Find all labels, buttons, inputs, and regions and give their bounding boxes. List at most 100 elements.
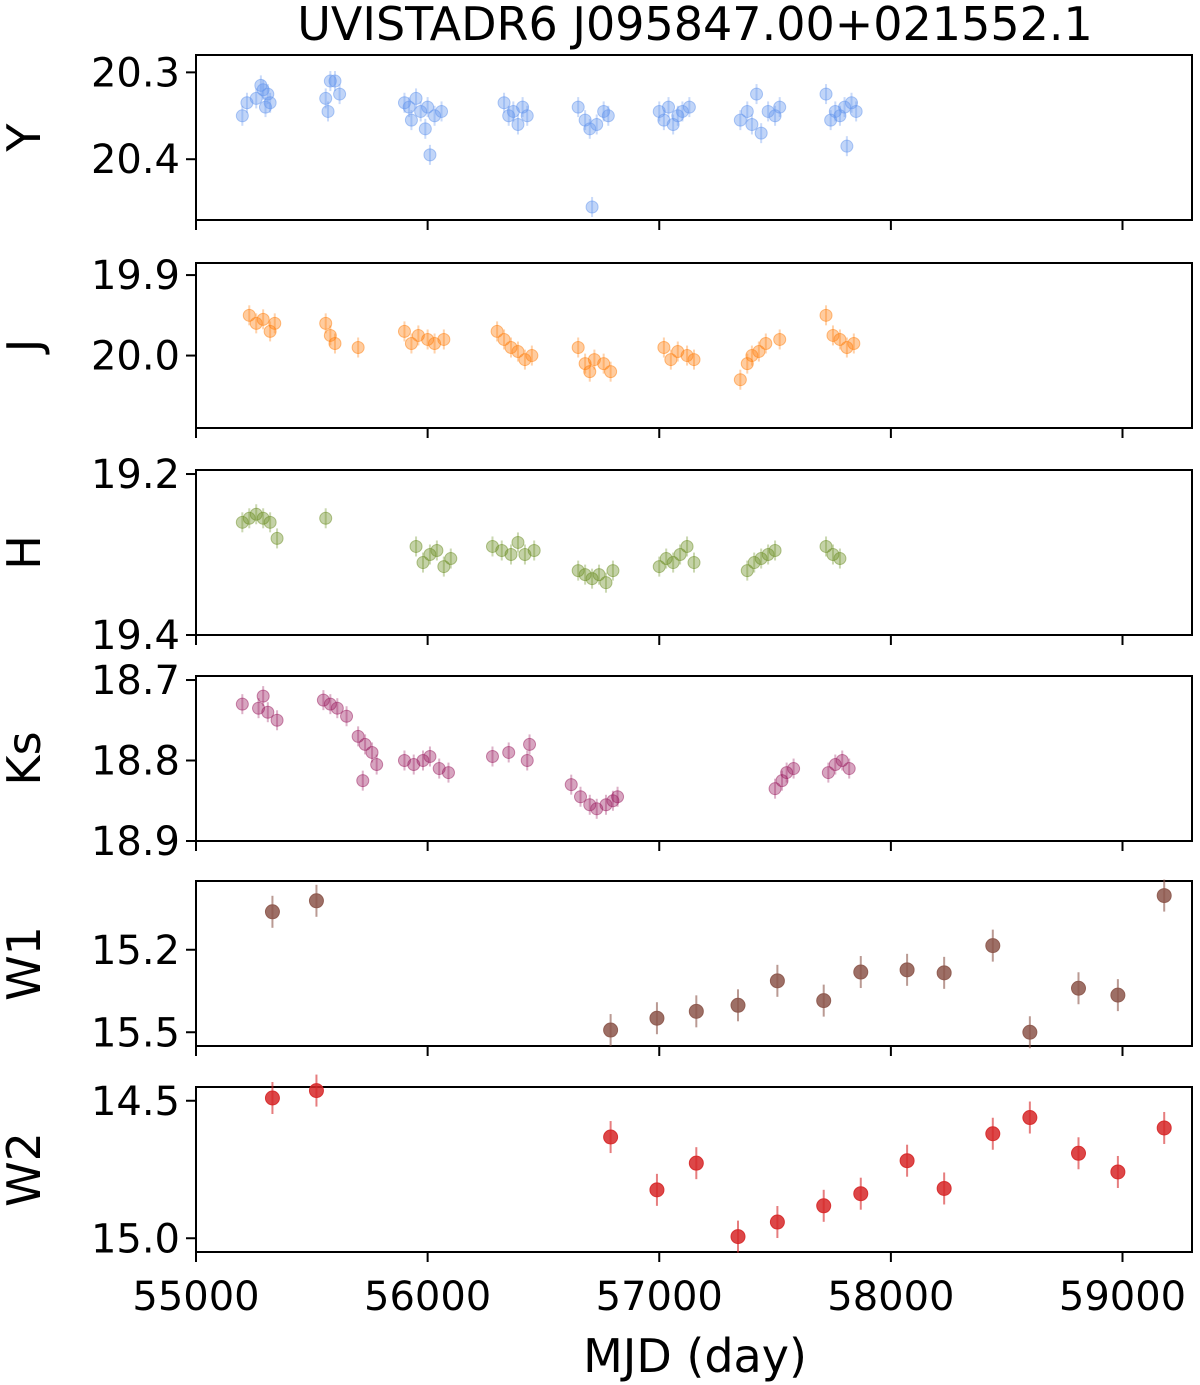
data-point: [1071, 1145, 1087, 1161]
data-point: [1156, 888, 1172, 904]
data-point: [402, 100, 416, 114]
data-point: [826, 328, 840, 342]
data-point: [323, 74, 337, 88]
data-point: [264, 904, 280, 920]
y-tick-label: 18.9: [91, 819, 180, 865]
data-point: [328, 336, 342, 350]
data-point: [599, 576, 613, 590]
data-point: [819, 308, 833, 322]
data-point: [523, 737, 537, 751]
panel-frame: [195, 469, 1193, 636]
data-point: [659, 552, 673, 566]
data-point: [330, 701, 344, 715]
data-point: [1022, 1110, 1038, 1126]
data-point: [662, 100, 676, 114]
data-point: [675, 104, 689, 118]
x-axis-label: MJD (day): [583, 1329, 807, 1383]
data-point: [611, 790, 625, 804]
data-point: [853, 964, 869, 980]
panel-y: 20.3 20.4 Y: [0, 50, 1193, 230]
data-point: [235, 697, 249, 711]
data-point: [485, 749, 499, 763]
y-tick-label: 19.9: [91, 253, 180, 299]
data-point: [740, 357, 754, 371]
data-point: [444, 552, 458, 566]
data-point: [423, 148, 437, 162]
y-tick-label: 19.2: [91, 452, 180, 498]
data-point: [899, 962, 915, 978]
data-point: [249, 91, 263, 105]
panel-j: 19.9 20.0 J: [0, 253, 1193, 438]
data-point: [571, 100, 585, 114]
data-point: [745, 117, 759, 131]
data-point: [571, 564, 585, 578]
data-point: [687, 556, 701, 570]
data-point: [235, 515, 249, 529]
data-point: [740, 104, 754, 118]
data-point: [769, 1214, 785, 1230]
data-point: [840, 341, 854, 355]
data-point: [333, 87, 347, 101]
data-point: [504, 548, 518, 562]
data-point: [826, 548, 840, 562]
y-axis-label: Y: [0, 123, 51, 153]
data-point: [497, 96, 511, 110]
data-point: [261, 705, 275, 719]
data-point: [319, 91, 333, 105]
data-point: [688, 1003, 704, 1019]
data-point: [759, 336, 773, 350]
y-tick-label: 15.2: [91, 928, 180, 974]
data-point: [414, 104, 428, 118]
data-point: [833, 552, 847, 566]
y-tick-label: 20.4: [91, 137, 180, 183]
data-point: [242, 511, 256, 525]
data-point: [525, 349, 539, 363]
data-point: [578, 568, 592, 582]
panel-frame: [195, 1086, 1193, 1253]
data-point: [323, 697, 337, 711]
data-point: [418, 122, 432, 136]
data-point: [604, 365, 618, 379]
data-point: [520, 754, 534, 768]
data-point: [437, 332, 451, 346]
data-point: [511, 117, 525, 131]
data-point: [397, 324, 411, 338]
data-point: [730, 997, 746, 1013]
data-point: [747, 556, 761, 570]
data-point: [768, 543, 782, 557]
data-point: [423, 749, 437, 763]
data-point: [745, 349, 759, 363]
data-point: [899, 1153, 915, 1169]
data-point: [603, 1129, 619, 1145]
data-point: [733, 373, 747, 387]
data-point: [316, 693, 330, 707]
data-point: [583, 798, 597, 812]
data-point: [680, 349, 694, 363]
data-point: [263, 96, 277, 110]
data-point: [936, 965, 952, 981]
data-point: [828, 758, 842, 772]
data-point: [574, 790, 588, 804]
data-point: [323, 328, 337, 342]
data-point: [603, 1022, 619, 1038]
data-point: [520, 109, 534, 123]
data-point: [564, 778, 578, 792]
data-point: [441, 766, 455, 780]
data-point: [853, 1186, 869, 1202]
data-point: [750, 87, 764, 101]
data-point: [585, 200, 599, 214]
data-point: [842, 762, 856, 776]
data-point: [263, 515, 277, 529]
y-tick-label: 20.0: [91, 334, 180, 380]
data-point: [761, 548, 775, 562]
data-point: [688, 1155, 704, 1171]
data-point: [936, 1180, 952, 1196]
data-point: [256, 511, 270, 525]
data-point: [1022, 1024, 1038, 1040]
data-point: [249, 507, 263, 521]
panel-ks: 18.7 18.8 18.9 Ks: [0, 658, 1193, 865]
data-point: [308, 893, 324, 909]
y-axis-label: H: [0, 535, 51, 570]
